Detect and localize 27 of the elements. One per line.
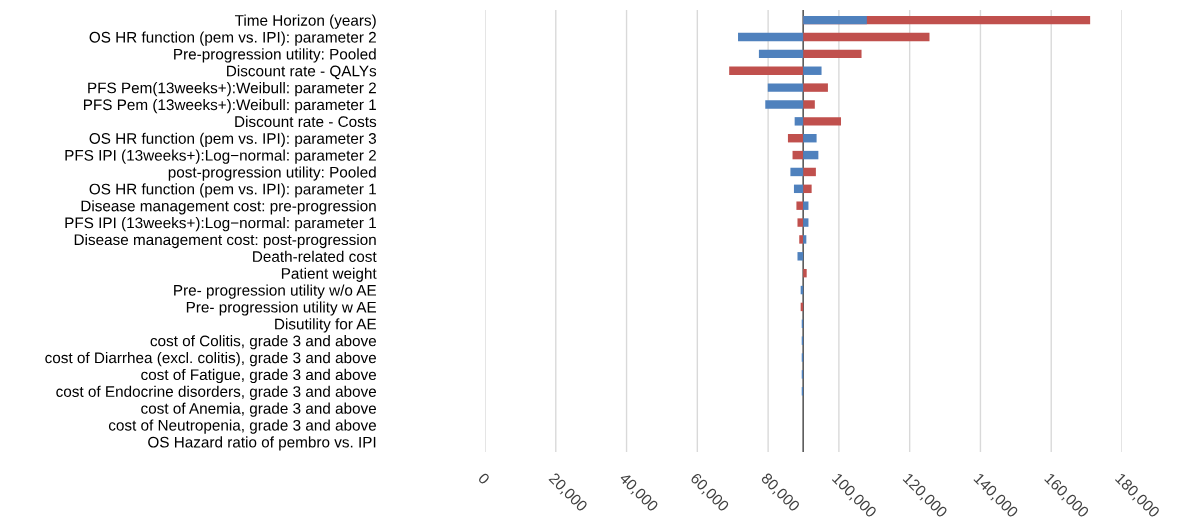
y-tick-label: cost of Diarrhea (excl. colitis), grade 3 and above [45,351,377,367]
y-tick-label: post-progression utility: Pooled [168,166,376,181]
y-tick-label: cost of Colitis, grade 3 and above [150,335,376,350]
y-tick-label: Pre- progression utility w AE [186,301,377,316]
y-tick-label: Disease management cost: post-progression [74,233,376,249]
y-tick-label: PFS Pem(13weeks+):Weibull: parameter 2 [88,82,376,97]
y-tick-label: cost of Anemia, grade 3 and above [141,402,377,417]
y-tick-label: Pre-progression utility: Pooled [174,48,376,63]
y-tick-label: Death-related cost [253,250,377,262]
y-tick-label: OS HR function (pem vs. IPI): parameter 1 [89,183,376,198]
y-tick-label: Time Horizon (years) [234,14,376,29]
y-tick-label: Patient weight [281,267,377,282]
y-tick-label: Disutility for AE [275,318,377,333]
y-tick-label: cost of Fatigue, grade 3 and above [141,368,377,384]
y-tick-label: OS HR function (pem vs. IPI): parameter 3 [89,132,377,147]
y-tick-label: Pre- progression utility w/o AE [174,284,377,299]
x-tick-label: 0 [477,472,491,485]
y-tick-label: OS HR function (pem vs. IPI): parameter 2 [89,31,376,46]
y-tick-label: PFS IPI (13weeks+):Log−normal: parameter 2 [65,149,376,164]
y-tick-label: Disease management cost: pre-progression [81,200,376,215]
y-tick-label: Discount rate - QALYs [227,65,377,80]
y-tick-label: cost of Neutropenia, grade 3 and above [108,419,377,434]
y-tick-label: cost of Endocrine disorders, grade 3 and above [56,385,377,400]
y-tick-label: OS Hazard ratio of pembro vs. IPI [148,436,376,451]
y-tick-label: PFS Pem (13weeks+):Weibull: parameter 1 [83,98,376,114]
y-tick-label: PFS IPI (13weeks+):Log−normal: parameter 1 [65,217,376,232]
y-tick-label: Discount rate - Costs [235,115,377,128]
